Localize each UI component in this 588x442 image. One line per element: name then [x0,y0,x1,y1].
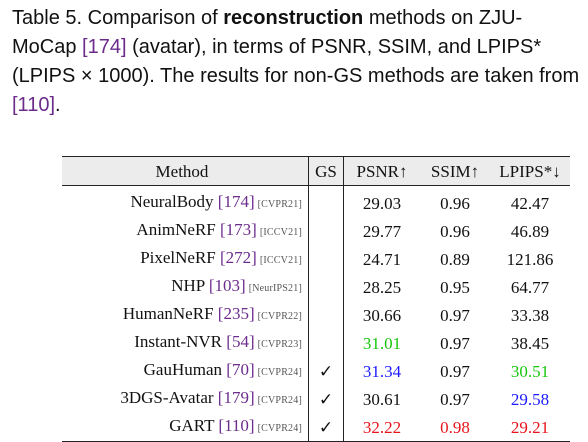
method-venue: [CVPR21] [257,199,302,210]
psnr-cell: 28.25 [343,273,420,301]
gs-checkmark-cell: ✓ [308,357,344,385]
table-row: PixelNeRF [272] [ICCV21] 24.71 0.89 121.86 [62,245,570,273]
ssim-cell: 0.97 [440,305,470,325]
table-header: Method GS PSNR↑ SSIM↑ LPIPS*↓ [62,156,570,186]
method-cell: NeuralBody [174] [CVPR21] [62,186,309,218]
ssim-cell: 0.95 [440,277,470,297]
lpips-cell: 30.51 [510,361,550,381]
lpips-cell: 46.89 [510,221,550,241]
psnr-cell: 24.71 [343,245,420,273]
ssim-cell: 0.98 [420,413,490,442]
header-row: Method GS PSNR↑ SSIM↑ LPIPS*↓ [62,156,570,186]
method-name: AnimNeRF [136,220,216,239]
table-row: AnimNeRF [173] [ICCV21] 29.77 0.96 46.89 [62,217,570,245]
header-gs: GS [308,156,344,186]
table-row: NHP [103] [NeurIPS21] 28.25 0.95 64.77 [62,273,570,301]
header-method: Method [62,156,309,186]
method-name: HumanNeRF [122,304,214,323]
table-caption: Table 5. Comparison of reconstruction me… [12,4,584,120]
method-venue: [ICCV21] [259,227,302,238]
gs-checkmark-cell [308,301,344,329]
ssim-cell: 0.97 [440,333,470,353]
method-ref-link[interactable]: [235] [217,304,255,323]
table-row: GauHuman [70] [CVPR24] ✓ 31.34 0.97 30.51 [62,357,570,385]
table-row: NeuralBody [174] [CVPR21] 29.03 0.96 42.47 [62,185,570,218]
caption-ref2-link[interactable]: [110] [12,94,55,116]
header-psnr: PSNR↑ [343,156,420,186]
method-name: NHP [171,276,205,295]
lpips-cell: 64.77 [510,277,550,297]
caption-text-d: . [55,94,61,116]
method-cell: HumanNeRF [235] [CVPR22] [62,301,309,329]
psnr-cell: 30.61 [343,385,420,413]
ssim-cell: 0.97 [440,361,470,381]
method-name: 3DGS-Avatar [120,388,214,407]
method-cell: 3DGS-Avatar [179] [CVPR24] [62,385,309,413]
psnr-cell: 31.34 [343,357,420,385]
method-ref-link[interactable]: [54] [226,332,255,351]
table-row: Instant-NVR [54] [CVPR23] 31.01 0.97 38.45 [62,329,570,357]
caption-prefix: Table 5. [12,7,83,29]
method-cell: Instant-NVR [54] [CVPR23] [62,329,309,357]
header-ssim: SSIM↑ [420,156,490,186]
gs-checkmark-cell: ✓ [308,413,344,442]
gs-checkmark-cell [308,217,344,245]
psnr-cell: 29.03 [343,185,420,217]
method-venue: [CVPR23] [257,339,302,350]
method-ref-link[interactable]: [70] [226,360,255,379]
ssim-cell: 0.97 [440,389,470,409]
method-name: NeuralBody [130,192,214,211]
method-venue: [CVPR22] [257,311,302,322]
psnr-cell: 29.77 [343,217,420,245]
lpips-cell: 29.58 [510,389,550,409]
header-lpips: LPIPS*↓ [490,156,570,186]
method-cell: NHP [103] [NeurIPS21] [62,273,309,301]
ssim-cell: 0.89 [440,249,470,269]
method-cell: AnimNeRF [173] [ICCV21] [62,217,309,245]
caption-text-a: Comparison of [82,7,224,29]
method-cell: GauHuman [70] [CVPR24] [62,357,309,385]
method-name: GauHuman [143,360,223,379]
lpips-cell: 42.47 [510,193,550,213]
table-body: NeuralBody [174] [CVPR21] 29.03 0.96 42.47 An… [62,185,570,442]
gs-checkmark-cell [308,185,344,217]
method-cell: PixelNeRF [272] [ICCV21] [62,245,309,273]
method-ref-link[interactable]: [174] [217,192,255,211]
psnr-cell: 32.22 [343,413,420,442]
method-venue: [CVPR24] [257,423,302,434]
psnr-cell: 31.01 [343,329,420,357]
caption-ref-link[interactable]: [174] [82,36,127,58]
results-table: Method GS PSNR↑ SSIM↑ LPIPS*↓ NeuralBody… [62,156,570,442]
method-venue: [CVPR24] [257,395,302,406]
method-ref-link[interactable]: [173] [220,220,257,239]
gs-checkmark-cell [308,245,344,273]
method-name: Instant-NVR [134,332,223,351]
method-venue: [CVPR24] [257,367,302,378]
method-ref-link[interactable]: [103] [208,276,246,295]
lpips-cell: 38.45 [510,333,550,353]
lpips-cell: 33.38 [510,305,550,325]
gs-checkmark-cell [308,273,344,301]
table-row: 3DGS-Avatar [179] [CVPR24] ✓ 30.61 0.97 29.58 [62,385,570,413]
caption-bold-term: reconstruction [223,7,364,29]
caption-text-b: methods on ZJU-MoCap [12,7,523,58]
ssim-cell: 0.96 [440,193,470,213]
method-venue: [NeurIPS21] [248,283,302,294]
gs-checkmark-cell: ✓ [308,385,344,413]
method-name: PixelNeRF [140,248,216,267]
lpips-cell: 121.86 [506,249,554,269]
ssim-cell: 0.96 [440,221,470,241]
method-cell: GART [110] [CVPR24] [62,413,309,442]
table-row: HumanNeRF [235] [CVPR22] 30.66 0.97 33.38 [62,301,570,329]
psnr-cell: 30.66 [343,301,420,329]
table-row: GART [110] [CVPR24] ✓ 32.22 0.98 29.21 [62,413,570,442]
method-venue: [ICCV21] [259,255,302,266]
caption-text-c: (avatar), in terms of PSNR, SSIM, and LP… [12,36,580,87]
lpips-cell: 29.21 [490,413,570,442]
method-ref-link[interactable]: [272] [220,248,257,267]
gs-checkmark-cell [308,329,344,357]
method-ref-link[interactable]: [179] [217,388,255,407]
